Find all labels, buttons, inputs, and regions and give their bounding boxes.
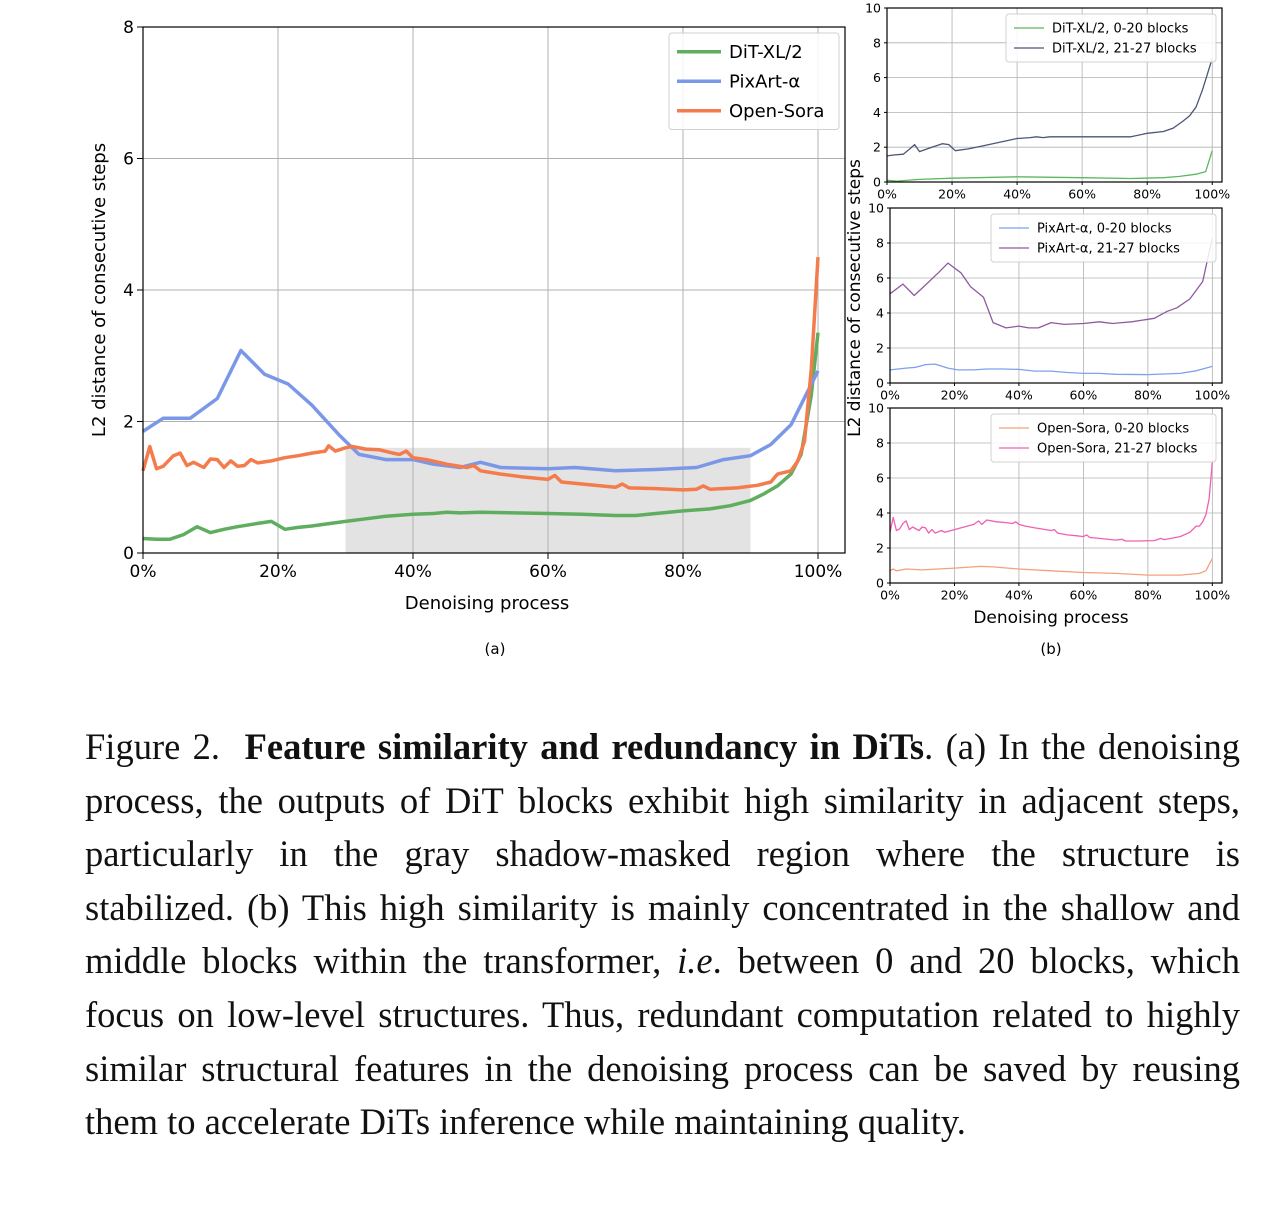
- x-tick-label: 0%: [877, 187, 897, 202]
- x-tick-label: 100%: [1194, 187, 1230, 202]
- x-tick-label: 60%: [1069, 588, 1097, 603]
- panel-b-subplot-1: 0% 20% 40% 60% 80% 100% 0 2 4 6 8 10 DiT-XL/2, 0-20 …: [865, 1, 1230, 202]
- y-tick-label: 0: [873, 175, 881, 190]
- y-tick-label: 4: [876, 306, 884, 321]
- x-tick-label: 20%: [941, 588, 969, 603]
- series-line-pixart-0-20-blocks: [889, 363, 1213, 376]
- x-tick-label: 80%: [1133, 187, 1161, 202]
- x-tick-label: 40%: [394, 562, 432, 582]
- caption-body-1: . (a) In the denoising process, the outp…: [85, 726, 1240, 982]
- y-tick-label: 0: [876, 376, 884, 391]
- y-tick-label: 6: [123, 150, 134, 170]
- x-tick-label: 20%: [259, 562, 297, 582]
- y-axis-label: L2 distance of consecutive steps: [89, 143, 110, 437]
- series-line-open-sora-21-27-blocks: [889, 462, 1213, 542]
- x-tick-label: 80%: [664, 562, 702, 582]
- axes-frame: [142, 26, 846, 554]
- x-tick-label: 40%: [1005, 588, 1033, 603]
- y-tick-label: 2: [123, 413, 134, 433]
- series-line-dit-xl-2-0-20-blocks: [886, 150, 1213, 182]
- caption-ie: i.e: [677, 940, 713, 982]
- legend-label: DiT-XL/2, 0-20 blocks: [1052, 22, 1189, 37]
- caption-prefix: Figure 2.: [85, 726, 220, 767]
- panel-label: (a): [485, 640, 506, 658]
- series-line-open-sora: [141, 256, 820, 492]
- legend-label: PixArt-α, 0-20 blocks: [1037, 222, 1172, 237]
- caption-body-2: . between 0 and 20 blocks, which focus o…: [85, 940, 1240, 1143]
- series-line-open-sora-0-20-blocks: [889, 558, 1213, 576]
- x-tick-label: 60%: [1069, 388, 1097, 403]
- x-tick-label: 80%: [1134, 588, 1162, 603]
- legend-label: Open-Sora, 21-27 blocks: [1037, 442, 1198, 457]
- x-tick-label: 100%: [1194, 588, 1230, 603]
- y-tick-label: 6: [876, 271, 884, 286]
- axes-frame: [889, 207, 1223, 384]
- legend-label: Open-Sora, 0-20 blocks: [1037, 422, 1189, 437]
- y-tick-label: 10: [868, 201, 884, 216]
- y-tick-label: 10: [865, 1, 881, 16]
- series-line-dit-xl-2-21-27-blocks: [886, 58, 1213, 157]
- y-tick-label: 10: [868, 401, 884, 416]
- figure-caption: Figure 2. Feature similarity and redunda…: [85, 720, 1240, 1149]
- y-tick-label: 4: [873, 105, 881, 120]
- panel-b-subplot-3: 0% 20% 40% 60% 80% 100% 0 2 4 6 8 10 Open-Sora, 0-20…: [868, 401, 1230, 603]
- axes-frame: [886, 7, 1223, 183]
- legend: PixArt-α, 0-20 blocks PixArt-α, 21-27 blo…: [990, 213, 1217, 263]
- y-tick-label: 6: [876, 471, 884, 486]
- legend-label: PixArt-α, 21-27 blocks: [1037, 242, 1180, 257]
- figure: 0% 20% 40% 60% 80% 100%02468DiT-XL/2PixArt-αO…: [89, 1, 1230, 659]
- y-tick-label: 0: [876, 576, 884, 591]
- legend: Open-Sora, 0-20 blocks Open-Sora, 21-27 b…: [990, 413, 1217, 463]
- x-tick-label: 60%: [529, 562, 567, 582]
- axes-frame: [889, 407, 1223, 584]
- y-tick-label: 8: [873, 35, 881, 50]
- series-line-pixart-21-27-blocks: [889, 237, 1213, 329]
- x-axis-label-b: Denoising process: [973, 608, 1128, 628]
- legend-box: [668, 32, 840, 130]
- caption-title: Feature similarity and redundancy in DiT…: [244, 726, 925, 767]
- y-tick-label: 2: [876, 341, 884, 356]
- x-tick-label: 0%: [880, 588, 900, 603]
- x-tick-label: 40%: [1003, 187, 1031, 202]
- x-tick-label: 20%: [941, 388, 969, 403]
- legend-box: [990, 213, 1217, 263]
- y-tick-label: 8: [876, 236, 884, 251]
- y-tick-label: 0: [123, 544, 134, 564]
- x-tick-label: 100%: [794, 562, 843, 582]
- y-tick-label: 2: [873, 140, 881, 155]
- y-tick-label: 4: [876, 506, 884, 521]
- panel-label-b: (b): [1040, 640, 1061, 658]
- panel-b-subplot-2: 0% 20% 40% 60% 80% 100% 0 2 4 6 8 10 PixArt-α, 0-20 …: [868, 201, 1230, 403]
- x-tick-label: 0%: [880, 388, 900, 403]
- legend-label: DiT-XL/2, 21-27 blocks: [1052, 42, 1197, 57]
- y-tick-label: 2: [876, 541, 884, 556]
- series-line-dit-xl-2: [142, 332, 820, 541]
- y-axis-label-b: L2 distance of consecutive steps: [845, 159, 865, 437]
- legend-box: [1005, 13, 1217, 63]
- x-tick-label: 60%: [1068, 187, 1096, 202]
- x-tick-label: 40%: [1005, 388, 1033, 403]
- x-tick-label: 0%: [130, 562, 157, 582]
- x-tick-label: 100%: [1194, 388, 1230, 403]
- legend-label: Open-Sora: [729, 101, 824, 122]
- legend: DiT-XL/2 PixArt-α Open-Sora: [668, 32, 840, 130]
- x-tick-label: 80%: [1134, 388, 1162, 403]
- x-axis-label: Denoising process: [405, 593, 569, 614]
- y-tick-label: 6: [873, 70, 881, 85]
- y-tick-label: 4: [123, 281, 134, 301]
- legend-box: [990, 413, 1217, 463]
- panel-a-chart: 0% 20% 40% 60% 80% 100% 0 2 4 6 8 DiT-XL/2 PixArt-α O…: [89, 18, 846, 658]
- legend-label: DiT-XL/2: [729, 42, 803, 63]
- y-tick-label: 8: [876, 436, 884, 451]
- legend-label: PixArt-α: [729, 72, 800, 93]
- legend: DiT-XL/2, 0-20 blocks DiT-XL/2, 21-27 blo…: [1005, 13, 1217, 63]
- x-tick-label: 20%: [938, 187, 966, 202]
- y-tick-label: 8: [123, 18, 134, 38]
